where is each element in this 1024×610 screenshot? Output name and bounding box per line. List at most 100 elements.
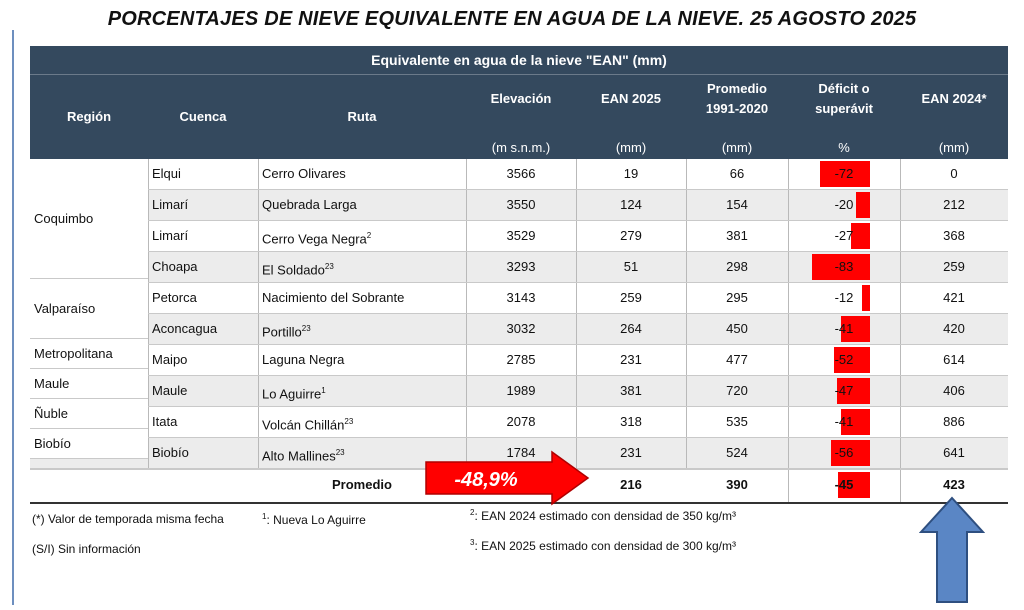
deficit-bar xyxy=(851,223,870,249)
promedio-ean2025: 216 xyxy=(620,477,642,492)
ean2025-cell: 259 xyxy=(620,290,642,305)
table-row: Itata Volcán Chillán23 2078 318 535 886 -41 xyxy=(30,407,1008,438)
ean2024-cell: 212 xyxy=(943,197,965,212)
cuenca-cell: Petorca xyxy=(152,290,197,305)
ean2025-cell: 19 xyxy=(623,166,639,181)
note-2: 2: EAN 2024 estimado con densidad de 350… xyxy=(470,508,736,523)
region-cell: Ñuble xyxy=(30,399,148,429)
region-name: Metropolitana xyxy=(34,346,113,361)
deficit-cell: -52 xyxy=(788,345,900,375)
callout-text: -48,9% xyxy=(454,469,518,491)
region-cell: Valparaíso xyxy=(30,279,148,339)
deficit-cell: -83 xyxy=(788,252,900,282)
ean2025-cell: 264 xyxy=(620,321,642,336)
ruta-cell: Volcán Chillán23 xyxy=(262,417,354,433)
col-ean2024: EAN 2024* (mm) xyxy=(921,91,987,155)
promedio-prom: 390 xyxy=(726,477,748,492)
region-name: Biobío xyxy=(34,436,71,451)
promedio-cell: 381 xyxy=(726,228,748,243)
region-name: Ñuble xyxy=(34,406,68,421)
table-column-headers: Región Cuenca Ruta Elevación (m s.n.m.) … xyxy=(30,74,1008,159)
elevacion-cell: 3529 xyxy=(506,228,536,243)
cuenca-cell: Biobío xyxy=(152,445,189,460)
ean2024-cell: 420 xyxy=(943,321,965,336)
table-row: Maipo Laguna Negra 2785 231 477 614 -52 xyxy=(30,345,1008,376)
col-elevacion: Elevación (m s.n.m.) xyxy=(490,91,552,155)
table-row: Limarí Quebrada Larga 3550 124 154 212 -20 xyxy=(30,190,1008,221)
ean2025-cell: 279 xyxy=(620,228,642,243)
deficit-bar xyxy=(812,254,870,280)
promedio-label: Promedio xyxy=(332,477,392,492)
deficit-bar xyxy=(831,440,870,466)
ean2024-cell: 406 xyxy=(943,383,965,398)
deficit-bar xyxy=(834,347,870,373)
region-cell: Coquimbo xyxy=(30,159,148,279)
note-si: (S/I) Sin información xyxy=(32,542,141,556)
deficit-bar xyxy=(841,409,870,435)
table-row: Aconcagua Portillo23 3032 264 450 420 -41 xyxy=(30,314,1008,345)
cuenca-cell: Maipo xyxy=(152,352,188,367)
deficit-cell: -12 xyxy=(788,283,900,313)
ruta-cell: Cerro Vega Negra2 xyxy=(262,231,372,247)
cuenca-cell: Choapa xyxy=(152,259,198,274)
cuenca-cell: Itata xyxy=(152,414,178,429)
note-3: 3: EAN 2025 estimado con densidad de 300… xyxy=(470,538,736,553)
region-name: Coquimbo xyxy=(34,211,94,226)
ean2025-cell: 231 xyxy=(620,352,642,367)
deficit-cell: -72 xyxy=(788,159,900,189)
ean2024-cell: 614 xyxy=(943,352,965,367)
ean2025-cell: 318 xyxy=(620,414,642,429)
ean2024-cell: 0 xyxy=(950,166,958,181)
ean2024-cell: 259 xyxy=(943,259,965,274)
region-cell: Metropolitana xyxy=(30,339,148,369)
cuenca-cell: Limarí xyxy=(152,197,189,212)
region-name: Maule xyxy=(34,376,70,391)
cuenca-cell: Aconcagua xyxy=(152,321,218,336)
table-row: Elqui Cerro Olivares 3566 19 66 0 -72 xyxy=(30,159,1008,190)
table-row: Biobío Alto Mallines23 1784 231 524 641 -56 xyxy=(30,438,1008,469)
col-region: Región xyxy=(66,109,112,124)
ruta-cell: Laguna Negra xyxy=(262,352,345,367)
table-row: Petorca Nacimiento del Sobrante 3143 259 295… xyxy=(30,283,1008,314)
ruta-cell: Quebrada Larga xyxy=(262,197,357,212)
region-cell: Maule xyxy=(30,369,148,399)
elevacion-cell: 3550 xyxy=(506,197,536,212)
ruta-cell: Lo Aguirre1 xyxy=(262,386,326,402)
cuenca-cell: Elqui xyxy=(152,166,181,181)
promedio-cell: 66 xyxy=(729,166,745,181)
note-star: (*) Valor de temporada misma fecha xyxy=(32,512,224,526)
ean2025-cell: 381 xyxy=(620,383,642,398)
elevacion-cell: 2078 xyxy=(506,414,536,429)
table-body: Coquimbo Valparaíso Metropolitana Maule Ñubl… xyxy=(30,159,1008,469)
snow-table: Equivalente en agua de la nieve "EAN" (m… xyxy=(30,46,1008,564)
deficit-bar xyxy=(856,192,870,218)
col-promedio: Promedio 1991-2020 (mm) xyxy=(705,81,769,155)
col-ean2025: EAN 2025 (mm) xyxy=(601,91,661,155)
deficit-bar xyxy=(837,378,870,404)
promedio-cell: 154 xyxy=(726,197,748,212)
deficit-bar xyxy=(841,316,870,342)
deficit-cell: -41 xyxy=(788,407,900,437)
ean2024-cell: 886 xyxy=(943,414,965,429)
region-cell: Biobío xyxy=(30,429,148,459)
note-1: 1: Nueva Lo Aguirre xyxy=(262,512,366,527)
deficit-cell: -56 xyxy=(788,438,900,468)
elevacion-cell: 1989 xyxy=(506,383,536,398)
table-row: Choapa El Soldado23 3293 51 298 259 -83 xyxy=(30,252,1008,283)
deficit-cell: -47 xyxy=(788,376,900,406)
elevacion-cell: 2785 xyxy=(506,352,536,367)
ean2025-cell: 124 xyxy=(620,197,642,212)
col-deficit: Déficit o superávit % xyxy=(815,81,873,155)
promedio-cell: 450 xyxy=(726,321,748,336)
ruta-cell: Portillo23 xyxy=(262,324,311,340)
cuenca-cell: Limarí xyxy=(152,228,189,243)
deficit-cell: -20 xyxy=(788,190,900,220)
table-group-header: Equivalente en agua de la nieve "EAN" (m… xyxy=(30,46,1008,74)
ruta-cell: Nacimiento del Sobrante xyxy=(262,290,405,305)
promedio-ean2024: 423 xyxy=(943,477,965,492)
ean2024-cell: 641 xyxy=(943,445,965,460)
col-ruta: Ruta xyxy=(347,109,377,124)
ean2024-cell: 368 xyxy=(943,228,965,243)
deficit-bar xyxy=(820,161,870,187)
promedio-cell: 477 xyxy=(726,352,748,367)
